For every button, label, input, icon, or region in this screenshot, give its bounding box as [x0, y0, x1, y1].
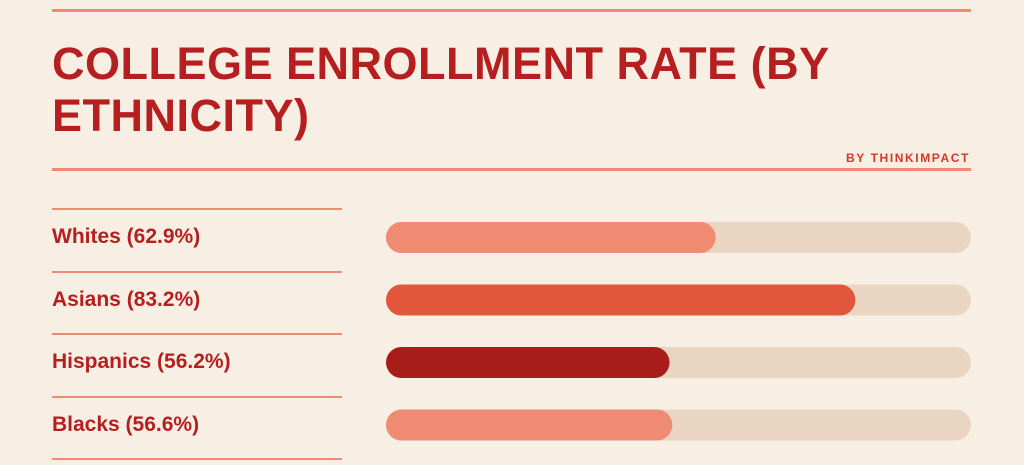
label-divider: [52, 333, 342, 335]
bar: [386, 347, 670, 378]
category-label: Hispanics (56.2%): [52, 350, 231, 373]
bar: [386, 409, 673, 441]
label-divider: [52, 458, 342, 460]
label-divider: [52, 395, 342, 398]
category-label: Asians (83.2%): [52, 287, 201, 311]
label-divider: [52, 208, 342, 210]
bar: [386, 284, 856, 316]
category-label: Blacks (56.6%): [52, 412, 200, 436]
header-divider: [52, 168, 971, 171]
label-divider: [52, 270, 342, 273]
top-divider: [52, 9, 971, 12]
byline: BY THINKIMPACT: [846, 151, 970, 165]
chart-title: COLLEGE ENROLLMENT RATE (BY ETHNICITY): [52, 38, 829, 141]
category-label: Whites (62.9%): [52, 225, 201, 248]
bar: [386, 222, 716, 253]
